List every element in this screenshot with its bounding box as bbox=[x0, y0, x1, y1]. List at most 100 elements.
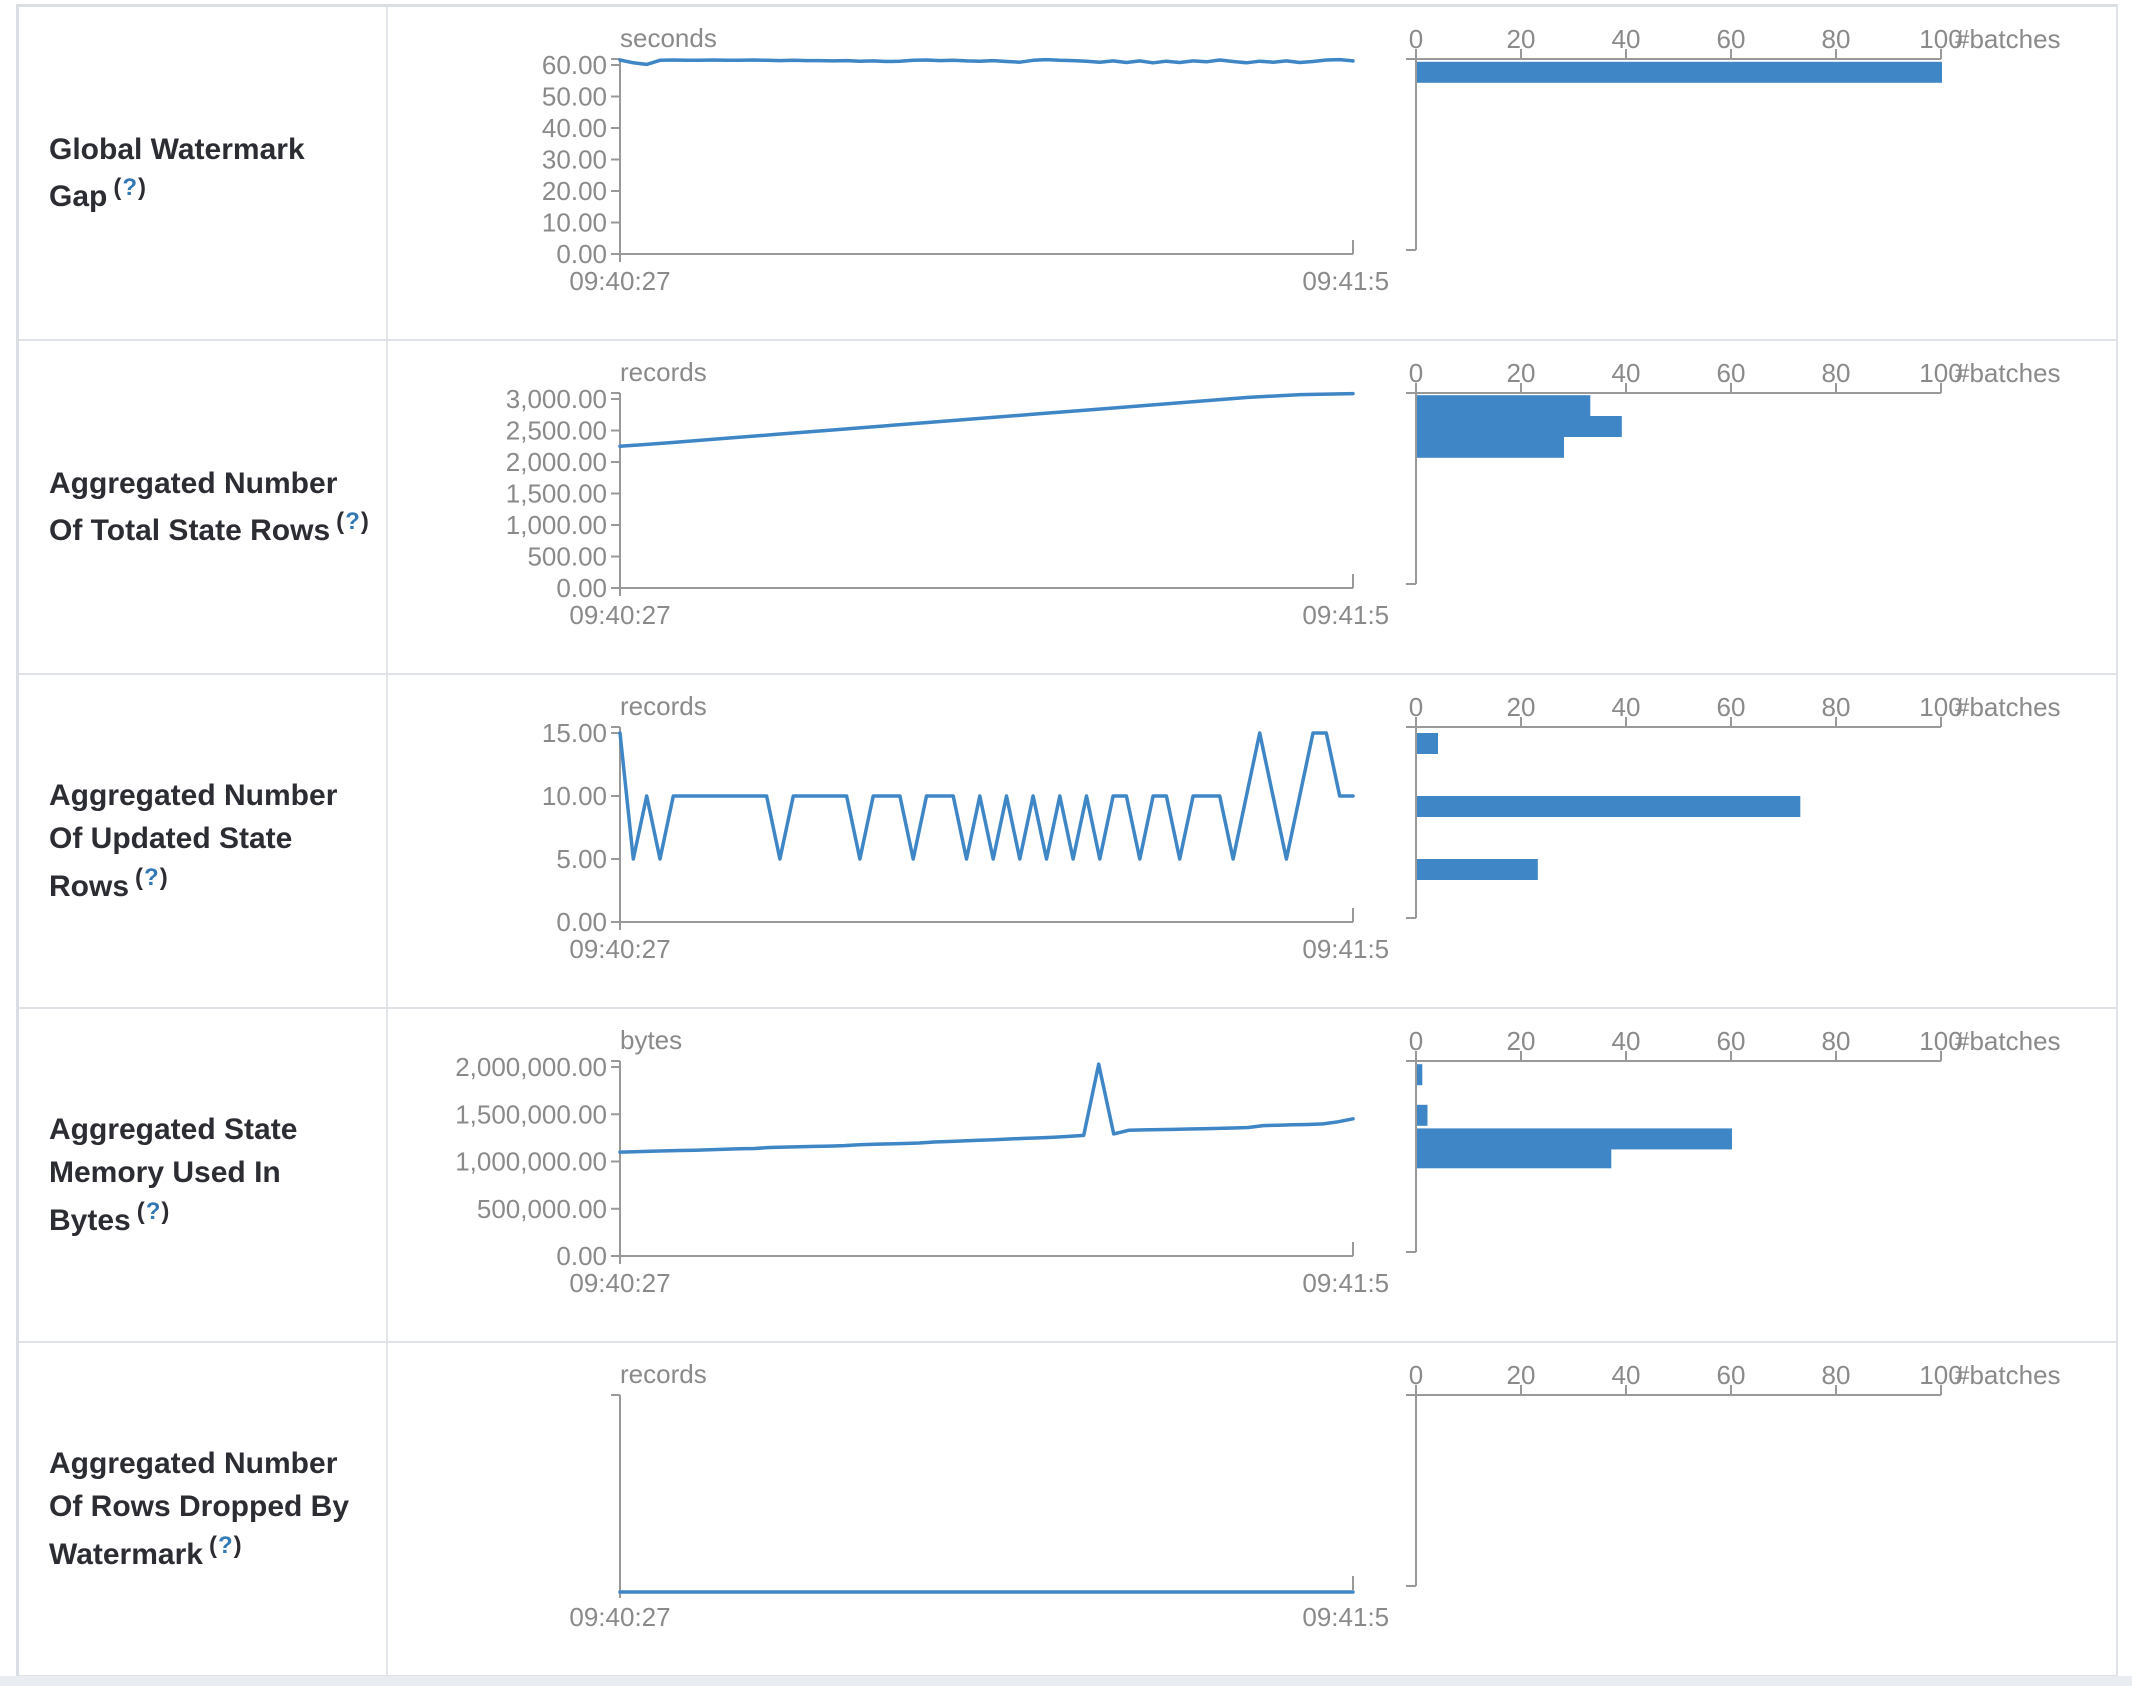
chart-cell: records 3,000.00 2,500.00 2,000.00 1,500.00 1… bbox=[388, 341, 2116, 673]
help-tooltip-link[interactable]: (?) bbox=[135, 863, 169, 891]
chart-cell: records 15.00 10.00 5.00 0.00 09:40:27 09:41:5… bbox=[388, 675, 2116, 1007]
svg-text:#batches: #batches bbox=[1955, 1360, 2061, 1390]
svg-text:09:40:27: 09:40:27 bbox=[569, 266, 670, 296]
metric-name: Aggregated State Memory Used In Bytes bbox=[49, 1112, 298, 1237]
svg-text:60: 60 bbox=[1717, 24, 1746, 54]
svg-text:10.00: 10.00 bbox=[542, 781, 607, 811]
page-background-strip bbox=[0, 1676, 2132, 1686]
svg-text:500,000.00: 500,000.00 bbox=[477, 1194, 607, 1224]
svg-text:100: 100 bbox=[1919, 1026, 1962, 1056]
question-mark-icon: ? bbox=[145, 1197, 162, 1225]
svg-text:records: records bbox=[620, 357, 707, 387]
svg-text:80: 80 bbox=[1822, 692, 1851, 722]
svg-text:40: 40 bbox=[1612, 358, 1641, 388]
timeline-chart: records 3,000.00 2,500.00 2,000.00 1,500.00 1… bbox=[388, 341, 1404, 673]
svg-text:2,000,000.00: 2,000,000.00 bbox=[455, 1052, 607, 1082]
svg-text:#batches: #batches bbox=[1955, 692, 2061, 722]
svg-text:20: 20 bbox=[1507, 1360, 1536, 1390]
help-tooltip-link[interactable]: (?) bbox=[136, 1197, 171, 1225]
chart-cell: seconds 60.00 50.00 40.00 30.00 20.00 10.00 0.0… bbox=[388, 7, 2116, 339]
question-mark-icon: ? bbox=[217, 1531, 234, 1559]
svg-text:60: 60 bbox=[1717, 692, 1746, 722]
svg-text:09:41:56: 09:41:56 bbox=[1302, 600, 1388, 630]
metric-name: Aggregated Number Of Rows Dropped By Wat… bbox=[49, 1446, 350, 1571]
svg-text:09:41:56: 09:41:56 bbox=[1302, 266, 1388, 296]
metric-label-cell: Aggregated State Memory Used In Bytes (?) bbox=[19, 1009, 388, 1341]
svg-text:09:40:27: 09:40:27 bbox=[569, 1268, 670, 1298]
svg-text:3,000.00: 3,000.00 bbox=[506, 384, 607, 414]
svg-text:60: 60 bbox=[1717, 358, 1746, 388]
metric-label: Aggregated State Memory Used In Bytes (?) bbox=[19, 1108, 371, 1243]
svg-text:80: 80 bbox=[1822, 1026, 1851, 1056]
help-tooltip-link[interactable]: (?) bbox=[113, 174, 148, 201]
svg-text:0.00: 0.00 bbox=[556, 239, 607, 269]
svg-text:10.00: 10.00 bbox=[542, 208, 607, 238]
metric-row-updated-state-rows: Aggregated Number Of Updated State Rows(… bbox=[19, 675, 2116, 1009]
metric-label-cell: Aggregated Number Of Total State Rows (?) bbox=[19, 341, 388, 673]
metric-name: Global Watermark Gap bbox=[49, 132, 305, 214]
svg-text:#batches: #batches bbox=[1955, 1026, 2061, 1056]
svg-text:1,500.00: 1,500.00 bbox=[506, 479, 607, 509]
chart-cell: bytes 2,000,000.00 1,500,000.00 1,000,000.0… bbox=[388, 1009, 2116, 1341]
svg-text:40: 40 bbox=[1612, 1360, 1641, 1390]
svg-text:1,500,000.00: 1,500,000.00 bbox=[455, 1099, 607, 1129]
svg-text:records: records bbox=[620, 1359, 707, 1389]
svg-text:80: 80 bbox=[1822, 24, 1851, 54]
svg-text:80: 80 bbox=[1822, 358, 1851, 388]
svg-text:1,000.00: 1,000.00 bbox=[506, 510, 607, 540]
svg-text:40: 40 bbox=[1612, 692, 1641, 722]
chart-cell: records 09:40:27 09:41:56 0 20 40 60 80 100#bat… bbox=[388, 1343, 2116, 1675]
help-tooltip-link[interactable]: (?) bbox=[208, 1531, 243, 1559]
metric-name: Aggregated Number Of Updated State Rows bbox=[49, 778, 338, 903]
metric-row-state-memory-used: Aggregated State Memory Used In Bytes (?)… bbox=[19, 1009, 2116, 1343]
svg-text:40: 40 bbox=[1612, 1026, 1641, 1056]
timeline-chart: bytes 2,000,000.00 1,500,000.00 1,000,000.0… bbox=[388, 1009, 1403, 1341]
timeline-chart: seconds 60.00 50.00 40.00 30.00 20.00 10.00 0.0… bbox=[388, 7, 1404, 339]
svg-text:bytes: bytes bbox=[620, 1025, 682, 1055]
svg-text:5.00: 5.00 bbox=[556, 844, 607, 874]
metric-name: Aggregated Number Of Total State Rows bbox=[49, 466, 338, 548]
metric-row-rows-dropped-by-watermark: Aggregated Number Of Rows Dropped By Wat… bbox=[19, 1343, 2116, 1677]
metric-label-cell: Aggregated Number Of Rows Dropped By Wat… bbox=[19, 1343, 388, 1675]
svg-text:records: records bbox=[620, 691, 707, 721]
question-mark-icon: ? bbox=[144, 863, 160, 891]
svg-text:0: 0 bbox=[1409, 1360, 1423, 1390]
svg-text:100: 100 bbox=[1919, 24, 1962, 54]
svg-text:#batches: #batches bbox=[1955, 24, 2061, 54]
histogram-chart: 0 20 40 60 80 100 #batches bbox=[1388, 341, 2116, 673]
svg-text:20: 20 bbox=[1507, 358, 1536, 388]
svg-text:#batches: #batches bbox=[1955, 358, 2061, 388]
svg-text:09:41:56: 09:41:56 bbox=[1302, 1602, 1388, 1632]
metric-label-cell: Aggregated Number Of Updated State Rows(… bbox=[19, 675, 388, 1007]
svg-text:09:40:27: 09:40:27 bbox=[569, 1602, 670, 1632]
svg-text:1,000,000.00: 1,000,000.00 bbox=[455, 1147, 607, 1177]
timeline-chart: records 15.00 10.00 5.00 0.00 09:40:27 09:41:5… bbox=[388, 675, 1404, 1007]
svg-text:60.00: 60.00 bbox=[542, 50, 607, 80]
svg-text:09:40:27: 09:40:27 bbox=[569, 934, 670, 964]
help-tooltip-link[interactable]: (?) bbox=[336, 508, 370, 535]
svg-text:50.00: 50.00 bbox=[542, 82, 607, 112]
histogram-chart: 0 20 40 60 80 100 #batches bbox=[1388, 1009, 2116, 1341]
svg-text:2,500.00: 2,500.00 bbox=[506, 416, 607, 446]
svg-text:60: 60 bbox=[1717, 1026, 1746, 1056]
histogram-chart: 0 20 40 60 80 100 #batches bbox=[1388, 675, 2116, 1007]
svg-text:20: 20 bbox=[1507, 24, 1536, 54]
metric-label-cell: Global Watermark Gap (?) bbox=[19, 7, 388, 339]
svg-text:0.00: 0.00 bbox=[556, 1241, 607, 1271]
svg-text:20: 20 bbox=[1507, 1026, 1536, 1056]
svg-text:0: 0 bbox=[1409, 1026, 1423, 1056]
svg-text:80: 80 bbox=[1822, 1360, 1851, 1390]
svg-text:40.00: 40.00 bbox=[542, 113, 607, 143]
svg-text:2,000.00: 2,000.00 bbox=[506, 447, 607, 477]
svg-text:09:41:56: 09:41:56 bbox=[1302, 934, 1388, 964]
svg-text:100: 100 bbox=[1919, 358, 1962, 388]
svg-text:0.00: 0.00 bbox=[556, 573, 607, 603]
svg-text:09:40:27: 09:40:27 bbox=[569, 600, 670, 630]
svg-text:0.00: 0.00 bbox=[556, 907, 607, 937]
svg-text:0: 0 bbox=[1409, 24, 1423, 54]
histogram-chart: 0 20 40 60 80 100 #batches bbox=[1388, 1343, 2116, 1675]
histogram-chart: 0 20 40 60 80 100 #batches bbox=[1388, 7, 2116, 339]
metric-row-total-state-rows: Aggregated Number Of Total State Rows (?)… bbox=[19, 341, 2116, 675]
metric-label: Aggregated Number Of Rows Dropped By Wat… bbox=[19, 1442, 371, 1577]
svg-text:40: 40 bbox=[1612, 24, 1641, 54]
